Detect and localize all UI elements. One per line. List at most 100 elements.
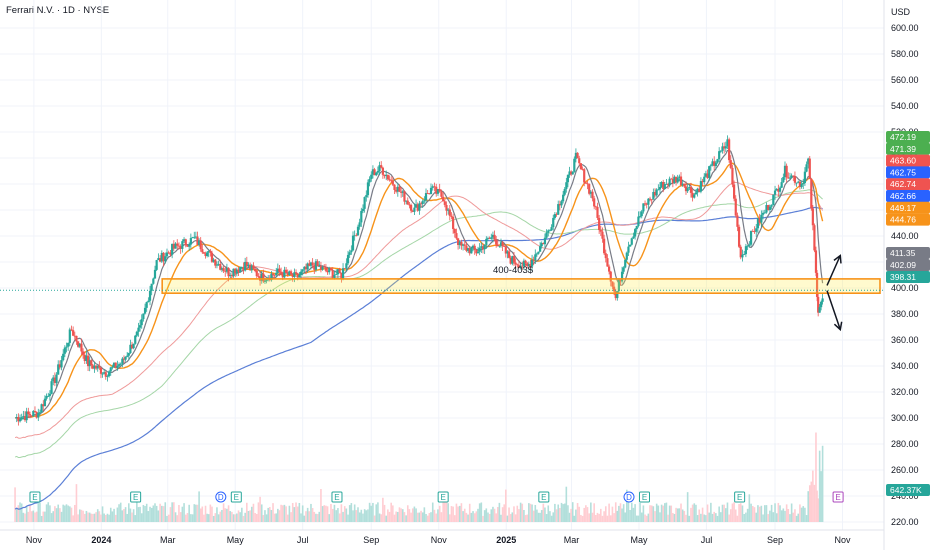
volume-bar bbox=[129, 508, 132, 522]
projection-arrow-up[interactable] bbox=[826, 255, 841, 286]
candle bbox=[86, 355, 90, 367]
volume-bar bbox=[281, 505, 284, 522]
candle bbox=[210, 252, 214, 262]
candle bbox=[691, 192, 694, 198]
support-zone-box[interactable] bbox=[161, 278, 881, 294]
earnings-marker[interactable] bbox=[437, 491, 449, 503]
volume-bar bbox=[207, 514, 210, 522]
x-tick-label: Sep bbox=[363, 535, 379, 545]
volume-bar bbox=[611, 506, 614, 522]
earnings-marker[interactable] bbox=[734, 491, 746, 503]
candle bbox=[326, 270, 329, 273]
currency-label[interactable]: USD bbox=[890, 7, 910, 17]
volume-bar bbox=[96, 509, 99, 522]
x-tick-label: Nov bbox=[26, 535, 43, 545]
candle bbox=[363, 197, 366, 209]
volume-bar bbox=[408, 509, 411, 522]
candle bbox=[540, 243, 543, 247]
candle bbox=[409, 204, 413, 211]
earnings-marker[interactable] bbox=[639, 491, 650, 503]
candle bbox=[480, 246, 483, 248]
candle bbox=[785, 165, 788, 178]
volume-bar bbox=[501, 507, 504, 522]
volume-bar bbox=[179, 512, 182, 522]
candle bbox=[353, 235, 356, 237]
candle bbox=[75, 335, 78, 342]
volume-bar bbox=[539, 512, 541, 522]
candle bbox=[524, 260, 527, 264]
volume-bar bbox=[368, 502, 371, 522]
volume-bar bbox=[555, 509, 558, 522]
candle bbox=[760, 214, 763, 223]
volume-bar bbox=[815, 432, 817, 522]
candle bbox=[109, 367, 112, 372]
volume-bar bbox=[121, 510, 124, 522]
volume-bar bbox=[745, 512, 747, 522]
volume-bar bbox=[392, 505, 394, 522]
candle bbox=[152, 278, 155, 284]
earnings-marker[interactable] bbox=[130, 491, 142, 503]
candle bbox=[278, 268, 281, 273]
volume-bar bbox=[634, 504, 636, 522]
candle bbox=[527, 264, 530, 267]
candle bbox=[562, 194, 565, 202]
candle bbox=[15, 416, 18, 419]
volume-bar bbox=[642, 505, 645, 522]
volume-bar bbox=[277, 508, 279, 522]
volume-bar bbox=[167, 514, 170, 522]
candle bbox=[739, 246, 742, 258]
volume-bar bbox=[162, 506, 165, 522]
candle bbox=[633, 229, 637, 237]
volume-bar bbox=[683, 510, 686, 522]
earnings-marker[interactable] bbox=[29, 491, 41, 503]
candle bbox=[22, 416, 25, 418]
candle bbox=[696, 188, 699, 193]
volume-bar bbox=[664, 503, 666, 522]
price-label-text: 444.76 bbox=[890, 215, 916, 225]
volume-bar bbox=[385, 515, 387, 522]
candle bbox=[491, 234, 495, 238]
candle bbox=[328, 268, 331, 273]
volume-bar bbox=[540, 510, 543, 522]
candle bbox=[381, 167, 384, 175]
candle bbox=[252, 265, 255, 269]
candle bbox=[70, 329, 73, 331]
volume-bar bbox=[226, 508, 228, 522]
earnings-marker[interactable] bbox=[538, 491, 550, 503]
candle bbox=[424, 193, 428, 201]
volume-bar bbox=[255, 513, 258, 522]
volume-bar bbox=[813, 484, 816, 522]
earnings-marker[interactable] bbox=[230, 491, 242, 503]
candle bbox=[468, 248, 471, 254]
volume-bar bbox=[340, 504, 343, 522]
candle bbox=[383, 174, 386, 177]
candle bbox=[609, 271, 612, 282]
candle bbox=[741, 254, 744, 258]
earnings-marker[interactable] bbox=[832, 491, 844, 503]
candle bbox=[303, 266, 306, 270]
volume-bar bbox=[509, 514, 512, 522]
projection-arrow-down[interactable] bbox=[826, 290, 842, 330]
dividend-marker[interactable] bbox=[215, 491, 227, 503]
y-tick-label: 440.00 bbox=[891, 231, 919, 241]
candle bbox=[368, 179, 371, 183]
dividend-marker[interactable] bbox=[623, 491, 635, 503]
candle bbox=[627, 246, 630, 253]
candle bbox=[793, 176, 797, 183]
candle bbox=[380, 165, 383, 168]
volume-bar bbox=[573, 515, 576, 522]
volume-bar bbox=[275, 513, 278, 522]
candle bbox=[817, 296, 820, 313]
volume-bar bbox=[588, 513, 590, 522]
volume-bar bbox=[452, 506, 454, 522]
candle bbox=[134, 335, 137, 344]
candle bbox=[619, 279, 622, 282]
candle bbox=[355, 235, 358, 237]
earnings-marker[interactable] bbox=[331, 491, 343, 503]
volume-bar bbox=[67, 505, 69, 522]
volume-bar bbox=[373, 515, 376, 522]
earnings-marker-text: E bbox=[440, 493, 445, 502]
price-label-text: 471.39 bbox=[890, 144, 916, 154]
